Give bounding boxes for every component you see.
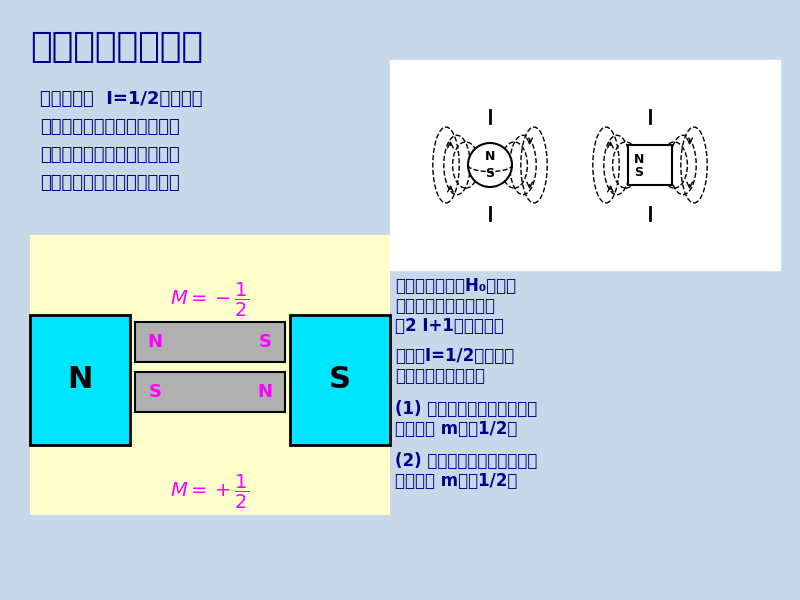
Text: （2 I+1）种取向：: （2 I+1）种取向：	[395, 317, 504, 335]
Text: 磁量子数 m＝＋1/2；: 磁量子数 m＝＋1/2；	[395, 420, 518, 438]
Circle shape	[468, 143, 512, 187]
Bar	[30, 235, 390, 515]
Text: $M = +\dfrac{1}{2}$: $M = +\dfrac{1}{2}$	[170, 473, 250, 511]
Text: S: S	[258, 333, 271, 351]
Text: S: S	[486, 167, 494, 180]
Text: 自旋量子数  I=1/2的原子核: 自旋量子数 I=1/2的原子核	[40, 90, 202, 108]
Text: N: N	[634, 152, 644, 166]
Bar	[628, 145, 672, 185]
Text: (2) 与外磁场相反，能量高，: (2) 与外磁场相反，能量高，	[395, 452, 538, 470]
Text: S: S	[634, 166, 643, 179]
Text: S: S	[149, 383, 162, 401]
Text: 产生磁场，类似一个小磁铁。: 产生磁场，类似一个小磁铁。	[40, 174, 180, 192]
Text: N: N	[485, 149, 495, 163]
Text: 布的球体，绕自旋轴转动时，: 布的球体，绕自旋轴转动时，	[40, 146, 180, 164]
Text: 当置于外加磁场H₀中时，: 当置于外加磁场H₀中时，	[395, 277, 516, 295]
Text: 二、核磁共振现象: 二、核磁共振现象	[30, 30, 203, 64]
Text: $M = -\dfrac{1}{2}$: $M = -\dfrac{1}{2}$	[170, 281, 250, 319]
Text: (1) 与外磁场平行，能量低，: (1) 与外磁场平行，能量低，	[395, 400, 538, 418]
Bar	[390, 60, 780, 270]
Text: 氢核（I=1/2），两种: 氢核（I=1/2），两种	[395, 347, 514, 365]
Text: N: N	[67, 365, 93, 395]
Text: N: N	[147, 333, 162, 351]
Text: 相对于外磁场，可以有: 相对于外磁场，可以有	[395, 297, 495, 315]
Text: 磁量子数 m＝－1/2；: 磁量子数 m＝－1/2；	[395, 472, 518, 490]
Bar	[30, 315, 130, 445]
Text: （氢核），可当作电荷均匀分: （氢核），可当作电荷均匀分	[40, 118, 180, 136]
Bar	[135, 372, 285, 412]
Text: N: N	[258, 383, 273, 401]
Bar	[290, 315, 390, 445]
Bar	[135, 322, 285, 362]
Text: S: S	[329, 365, 351, 395]
Text: 取向（两个能级）：: 取向（两个能级）：	[395, 367, 485, 385]
